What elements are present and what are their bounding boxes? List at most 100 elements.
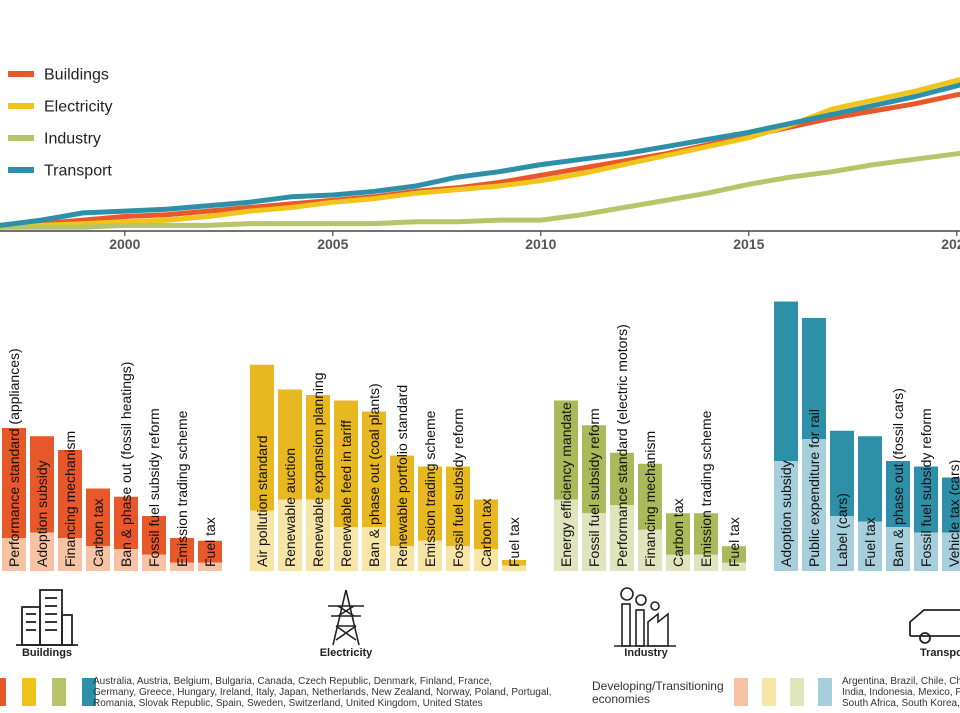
x-tick-label: 2000	[109, 236, 140, 252]
bar-developing-industry-emission-trading-scheme	[694, 554, 718, 571]
bar-transport-fuel-tax	[858, 436, 882, 522]
bar-label-fossil-fuel-subsidy-reform: Fossil fuel subsidy reform	[918, 408, 934, 567]
bar-developing-industry-performance-standard-electric-motors	[610, 505, 634, 571]
bar-industry-carbon-tax	[666, 513, 690, 555]
series-line-buildings	[0, 92, 960, 228]
bar-label-fuel-tax: Fuel tax	[506, 517, 522, 567]
developing-group-label-2: economies	[592, 692, 650, 706]
bar-label-fossil-fuel-subsidy-reform: Fossil fuel subsidy reform	[586, 408, 602, 567]
bar-label-energy-efficiency-mandate: Energy efficiency mandate	[558, 402, 574, 567]
bar-industry-energy-efficiency-mandate	[554, 400, 578, 500]
bar-chart: Performance standard (appliances) Adoptio…	[2, 301, 960, 571]
bar-label-emission-trading-scheme: Emission trading scheme	[174, 410, 190, 567]
series-line-transport	[0, 82, 960, 228]
bar-buildings-adoption-subsidy	[30, 436, 54, 533]
bar-industry-emission-trading-scheme	[694, 513, 718, 555]
bar-label-ban-phase-out-fossil-heatings: Ban & phase out (fossil heatings)	[118, 362, 134, 567]
sector-icons: Buildings Electricity Industry Transpo	[16, 587, 960, 659]
bar-label-fossil-fuel-subsidy-reform: Fossil fuel subsidy reform	[146, 408, 162, 567]
bar-electricity-renewable-auction	[278, 389, 302, 500]
bar-buildings-fuel-tax	[198, 540, 222, 563]
bar-label-air-pollution-standard: Air pollution standard	[254, 435, 270, 567]
developed-swatch	[82, 678, 96, 706]
bar-developing-transport-label-cars	[830, 516, 854, 571]
bar-developing-buildings-emission-trading-scheme	[170, 562, 194, 571]
bar-developing-buildings-adoption-subsidy	[30, 532, 54, 571]
bar-transport-adoption-subsidy	[774, 301, 798, 461]
developing-swatch	[762, 678, 776, 706]
bar-developing-transport-ban-phase-out-fossil-cars	[886, 527, 910, 571]
bar-transport-ban-phase-out-fossil-cars	[886, 461, 910, 527]
bar-label-ban-phase-out-fossil-cars: Ban & phase out (fossil cars)	[890, 388, 906, 567]
developed-swatch	[22, 678, 36, 706]
legend-label-electricity: Electricity	[44, 99, 112, 116]
bar-label-vehicle-tax-cars: Vehicle tax (cars)	[946, 460, 960, 567]
bar-label-fuel-tax: Fuel tax	[726, 517, 742, 567]
transport-sector-label: Transpo	[920, 647, 960, 659]
bar-label-carbon-tax: Carbon tax	[670, 499, 686, 567]
bar-electricity-emission-trading-scheme	[418, 466, 442, 541]
industry-sector-label: Industry	[624, 647, 668, 659]
bar-developing-electricity-carbon-tax	[474, 549, 498, 571]
bar-label-adoption-subsidy: Adoption subsidy	[34, 460, 50, 567]
developed-countries-line-3: Romania, Slovak Republic, Spain, Sweden,…	[93, 698, 483, 709]
bar-developing-buildings-financing-mechanism	[58, 538, 82, 571]
bar-developing-electricity-fossil-fuel-subsidy-reform	[446, 546, 470, 571]
x-tick-label: 2010	[525, 236, 556, 252]
legend-label-industry: Industry	[44, 131, 101, 148]
bar-electricity-ban-phase-out-coal-plants	[362, 411, 386, 527]
series-line-industry	[0, 151, 960, 230]
electricity-pylon-icon	[328, 589, 364, 646]
bar-buildings-ban-phase-out-fossil-heatings	[114, 496, 138, 549]
bar-developing-transport-adoption-subsidy	[774, 461, 798, 571]
bar-industry-fossil-fuel-subsidy-reform	[582, 425, 606, 514]
x-tick-label: 2005	[317, 236, 348, 252]
bar-developing-buildings-carbon-tax	[86, 546, 110, 571]
industry-factory-icon	[614, 587, 676, 647]
bar-label-renewable-feed-in-tariff: Renewable feed in tariff	[338, 420, 354, 567]
bar-developing-electricity-renewable-auction	[278, 499, 302, 571]
x-tick-label: 2015	[733, 236, 764, 252]
bar-buildings-performance-standard-appliances	[2, 428, 26, 538]
bar-industry-financing-mechanism	[638, 463, 662, 530]
bar-developing-industry-energy-efficiency-mandate	[554, 499, 578, 571]
bar-electricity-fossil-fuel-subsidy-reform	[446, 466, 470, 547]
bar-developing-transport-fossil-fuel-subsidy-reform	[914, 532, 938, 571]
bar-transport-vehicle-tax-cars	[942, 477, 960, 533]
bar-buildings-fossil-fuel-subsidy-reform	[142, 516, 166, 555]
x-ticks: 2000 2005 2010 2015 2020	[109, 231, 960, 252]
buildings-icon	[16, 589, 78, 646]
bar-electricity-fuel-tax	[502, 560, 526, 566]
bar-developing-electricity-renewable-feed-in-tariff	[334, 527, 358, 571]
bar-label-performance-standard-electric-motors: Performance standard (electric motors)	[614, 324, 630, 567]
bar-electricity-renewable-expansion-planning	[306, 395, 330, 500]
transport-car-icon	[909, 609, 960, 644]
bar-industry-performance-standard-electric-motors	[610, 452, 634, 505]
bar-developing-electricity-renewable-portfolio-standard	[390, 546, 414, 571]
bar-developing-electricity-renewable-expansion-planning	[306, 499, 330, 571]
buildings-sector-label: Buildings	[22, 647, 72, 659]
bar-developing-electricity-air-pollution-standard	[250, 510, 274, 571]
line-chart: 2000 2005 2010 2015 2020 Buildings Electricit…	[0, 67, 960, 252]
bar-developing-buildings-ban-phase-out-fossil-heatings	[114, 549, 138, 571]
footer-legend: Australia, Austria, Belgium, Bulgaria, C…	[0, 676, 960, 709]
developing-swatch	[818, 678, 832, 706]
bar-label-financing-mechanism: Financing mechanism	[62, 431, 78, 567]
x-tick-label: 2020	[941, 236, 960, 252]
bar-developing-buildings-fossil-fuel-subsidy-reform	[142, 554, 166, 571]
bar-label-public-expenditure-for-rail: Public expenditure for rail	[806, 409, 822, 567]
bar-electricity-renewable-portfolio-standard	[390, 455, 414, 547]
bar-developing-electricity-ban-phase-out-coal-plants	[362, 527, 386, 571]
bar-buildings-emission-trading-scheme	[170, 538, 194, 563]
bar-label-renewable-portfolio-standard: Renewable portfolio standard	[394, 385, 410, 567]
electricity-sector-label: Electricity	[320, 647, 373, 659]
legend-label-transport: Transport	[44, 163, 112, 180]
developed-swatches	[0, 678, 96, 706]
bar-developing-transport-fuel-tax	[858, 521, 882, 571]
bar-transport-fossil-fuel-subsidy-reform	[914, 466, 938, 533]
developed-countries-line-1: Australia, Austria, Belgium, Bulgaria, C…	[93, 676, 492, 687]
bar-developing-industry-financing-mechanism	[638, 529, 662, 571]
series-line-electricity	[0, 77, 960, 230]
developed-swatch	[52, 678, 66, 706]
